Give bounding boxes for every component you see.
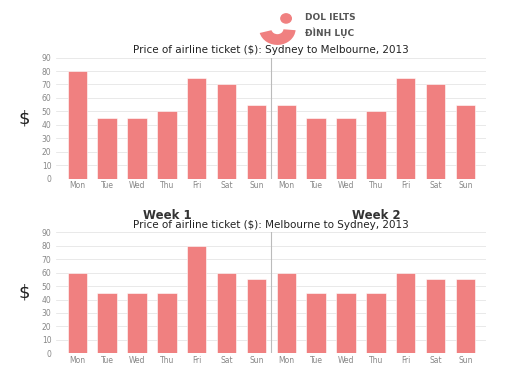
Bar (157, 111, 177, 179)
Bar (426, 280, 445, 353)
Bar (307, 293, 326, 353)
Bar (68, 71, 87, 179)
Bar (336, 118, 356, 179)
Bar (366, 293, 386, 353)
Y-axis label: $: $ (18, 284, 30, 302)
Bar (157, 293, 177, 353)
Text: Week 2: Week 2 (352, 209, 400, 222)
Wedge shape (260, 29, 295, 45)
Bar (247, 104, 266, 179)
Bar (456, 280, 475, 353)
Bar (187, 246, 206, 353)
Bar (396, 78, 415, 179)
Bar (187, 78, 206, 179)
Bar (217, 273, 236, 353)
Text: DOL IELTS
ĐÌNH LỤC: DOL IELTS ĐÌNH LỤC (305, 13, 355, 38)
Bar (127, 293, 146, 353)
Bar (426, 84, 445, 179)
Title: Price of airline ticket ($): Melbourne to Sydney, 2013: Price of airline ticket ($): Melbourne t… (134, 220, 409, 230)
Bar (276, 104, 296, 179)
Bar (456, 104, 475, 179)
Text: Week 1: Week 1 (142, 209, 191, 222)
Bar (97, 293, 117, 353)
Bar (307, 118, 326, 179)
Bar (247, 280, 266, 353)
Bar (366, 111, 386, 179)
Bar (276, 273, 296, 353)
Bar (127, 118, 146, 179)
Bar (396, 273, 415, 353)
Bar (336, 293, 356, 353)
Y-axis label: $: $ (18, 109, 30, 127)
Bar (68, 273, 87, 353)
Bar (97, 118, 117, 179)
Title: Price of airline ticket ($): Sydney to Melbourne, 2013: Price of airline ticket ($): Sydney to M… (134, 45, 409, 55)
Bar (217, 84, 236, 179)
Circle shape (281, 14, 291, 23)
